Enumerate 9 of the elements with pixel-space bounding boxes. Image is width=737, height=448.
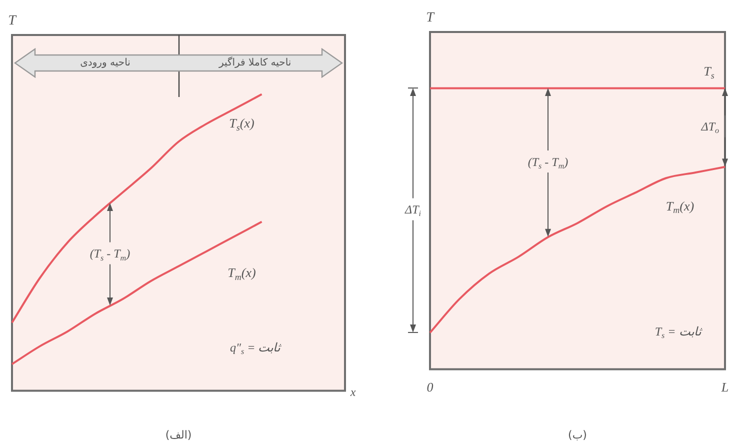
text: (الف): [165, 428, 192, 442]
y-axis-title: T: [8, 14, 18, 29]
text: ناحیه ورودی: [80, 58, 130, 69]
x-tick-label: 0: [426, 379, 434, 394]
x-tick-label: L: [720, 379, 729, 394]
text: (ب): [568, 428, 587, 442]
text: ناحیه کاملا فراگیر: [218, 58, 292, 69]
x-axis-title: x: [349, 384, 356, 399]
y-axis-title: T: [426, 10, 436, 26]
